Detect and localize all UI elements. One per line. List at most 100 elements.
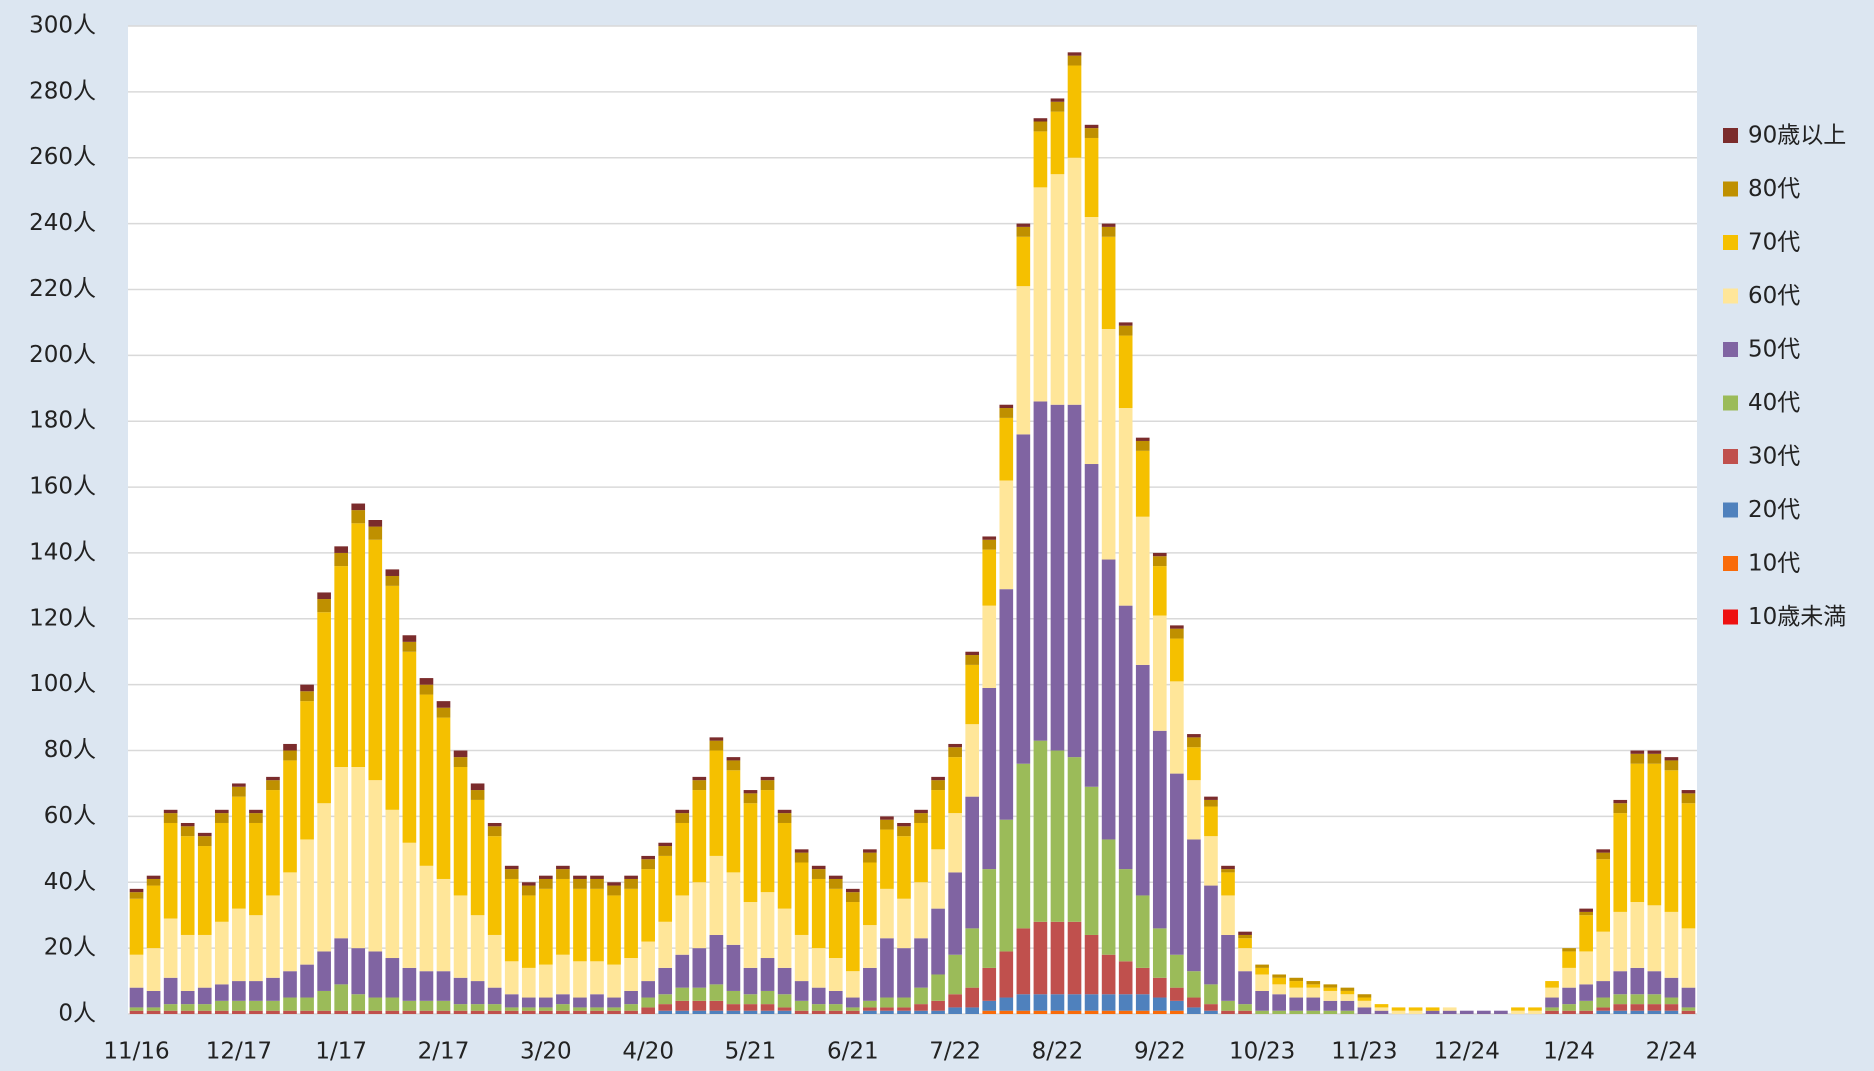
bar-segment — [1425, 1007, 1440, 1011]
bar-segment — [249, 981, 263, 1001]
bar-segment — [487, 836, 502, 935]
bar-segment — [1306, 1010, 1321, 1014]
bar-segment — [402, 967, 417, 1001]
x-tick-label: 12/24 — [1434, 1039, 1500, 1065]
bar-segment — [368, 539, 383, 781]
bar-segment — [1238, 948, 1252, 972]
bar-segment — [300, 997, 314, 1011]
bar-segment — [999, 951, 1014, 998]
bar-segment — [1681, 1007, 1696, 1011]
bar-segment — [1135, 1010, 1150, 1014]
bar-segment — [249, 809, 263, 814]
bar-segment — [1323, 990, 1338, 1001]
bar-segment — [436, 971, 451, 1001]
bar-segment — [573, 961, 587, 998]
bar-segment — [794, 849, 809, 853]
bar-segment — [1238, 931, 1252, 935]
bar-segment — [914, 987, 928, 1005]
bar-segment — [163, 918, 178, 978]
bar-segment — [283, 971, 297, 998]
bar-segment — [845, 1010, 860, 1014]
bar-segment — [470, 783, 485, 791]
bar-segment — [1255, 1010, 1269, 1014]
bar-segment — [897, 1007, 911, 1011]
bar-segment — [1630, 902, 1645, 968]
bar-segment — [1374, 1007, 1389, 1011]
bar-segment — [1135, 450, 1150, 517]
bar-segment — [1596, 1010, 1611, 1014]
bar-segment — [999, 417, 1014, 481]
bar-segment — [317, 592, 331, 600]
bar-segment — [726, 760, 741, 771]
bar-segment — [1067, 404, 1082, 758]
bar-segment — [504, 865, 519, 870]
bar-segment — [999, 480, 1014, 590]
bar-segment — [1135, 516, 1150, 665]
bar-segment — [385, 958, 400, 998]
bar-segment — [1596, 931, 1611, 982]
bar-segment — [863, 1010, 877, 1014]
bar-segment — [266, 977, 280, 1001]
bar-segment — [590, 1010, 604, 1014]
bar-segment — [1118, 322, 1133, 326]
bar-segment — [556, 1010, 570, 1014]
bar-segment — [658, 855, 673, 922]
bar-segment — [743, 967, 758, 995]
bar-segment — [692, 1010, 707, 1014]
bar-segment — [931, 776, 945, 781]
bar-segment — [317, 803, 331, 952]
bar-segment — [658, 842, 673, 847]
bar-segment — [1050, 98, 1065, 102]
bar-segment — [334, 767, 349, 939]
bar-segment — [470, 790, 485, 800]
x-tick-label: 10/23 — [1229, 1039, 1295, 1065]
y-tick-label: 80人 — [44, 737, 96, 763]
bar-segment — [590, 1007, 604, 1011]
bar-segment — [249, 915, 263, 982]
legend-swatch — [1723, 502, 1738, 518]
bar-segment — [811, 878, 826, 949]
bar-segment — [760, 892, 775, 959]
bar-segment — [743, 1004, 758, 1011]
bar-segment — [1187, 747, 1201, 781]
y-tick-label: 160人 — [29, 474, 96, 500]
legend-label: 20代 — [1748, 497, 1800, 523]
y-tick-label: 40人 — [44, 869, 96, 895]
bar-segment — [863, 862, 877, 926]
bar-segment — [1528, 1007, 1542, 1011]
bar-segment — [1016, 994, 1031, 1011]
bar-segment — [402, 842, 417, 968]
bar-segment — [1135, 895, 1150, 968]
bar-segment — [1016, 226, 1031, 237]
bar-segment — [1323, 987, 1338, 991]
bar-segment — [1204, 836, 1218, 886]
bar-segment — [1596, 859, 1611, 932]
bar-segment — [180, 836, 195, 935]
bar-segment — [1664, 1010, 1679, 1014]
bar-segment — [1135, 440, 1150, 451]
bar-segment — [982, 605, 997, 688]
y-tick-label: 120人 — [29, 605, 96, 631]
bar-segment — [1374, 1004, 1389, 1008]
bar-segment — [1579, 908, 1593, 912]
bar-segment — [1408, 1007, 1423, 1011]
bar-segment — [658, 846, 673, 856]
bar-segment — [897, 1010, 911, 1014]
bar-segment — [1647, 1004, 1662, 1011]
bar-segment — [607, 885, 621, 896]
bar-segment — [214, 809, 229, 814]
bar-segment — [1016, 928, 1031, 995]
bar-segment — [129, 888, 144, 893]
bar-segment — [453, 1004, 468, 1011]
bar-segment — [214, 1000, 229, 1011]
bar-segment — [1050, 994, 1065, 1011]
bar-segment — [470, 799, 485, 916]
bar-segment — [1016, 223, 1031, 227]
bar-segment — [709, 1010, 724, 1014]
bar-segment — [1545, 1007, 1559, 1011]
bar-segment — [641, 869, 655, 942]
bar-segment — [334, 566, 349, 767]
legend-swatch — [1723, 128, 1738, 143]
bar-segment — [1630, 967, 1645, 995]
bar-segment — [1323, 1010, 1338, 1014]
